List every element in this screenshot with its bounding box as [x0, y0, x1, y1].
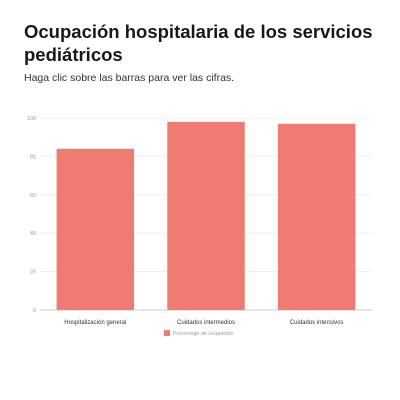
- y-tick-label: 100: [27, 116, 36, 122]
- x-axis: Hospitalización general Cuidados intermed…: [64, 320, 343, 326]
- y-tick-label: 40: [30, 231, 36, 237]
- bar[interactable]: [277, 123, 356, 310]
- legend-label: Porcentaje de ocupación: [173, 331, 234, 337]
- bar[interactable]: [56, 148, 135, 310]
- legend: Porcentaje de ocupación: [164, 330, 234, 337]
- y-tick-label: 60: [30, 193, 36, 199]
- y-tick-label: 20: [30, 270, 36, 276]
- legend-swatch: [164, 330, 170, 336]
- bar[interactable]: [167, 121, 245, 310]
- x-category-label: Cuidados intensivos: [290, 320, 344, 326]
- x-category-label: Hospitalización general: [64, 320, 126, 326]
- y-tick-label: 80: [30, 154, 36, 160]
- chart-subtitle: Haga clic sobre las barras para ver las …: [24, 72, 235, 84]
- bars: [56, 121, 356, 310]
- y-tick-label: 0: [33, 308, 36, 314]
- y-axis: 0 20 40 60 80 100: [27, 116, 36, 314]
- chart-title: Ocupación hospitalaria de los servicios …: [24, 21, 373, 65]
- legend-item[interactable]: Porcentaje de ocupación: [164, 330, 234, 337]
- x-category-label: Cuidados intermedios: [177, 320, 235, 326]
